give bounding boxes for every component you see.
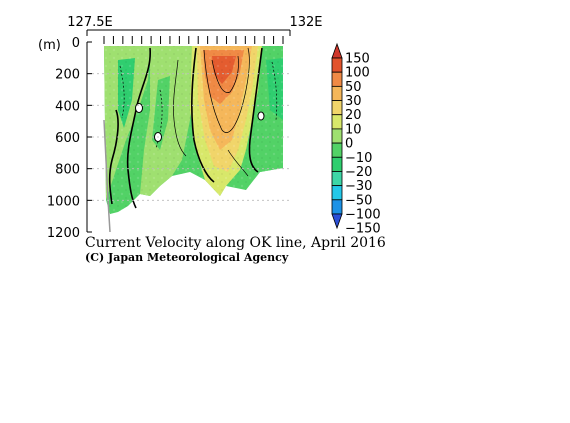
- y-tick-label: 1000: [47, 194, 80, 209]
- y-tick-label: 400: [55, 99, 80, 114]
- colorbar-bottom-triangle: [331, 213, 343, 230]
- colorbar-bin: [331, 57, 343, 73]
- y-tick-label: 0: [72, 36, 80, 51]
- colorbar-label: 100: [345, 66, 370, 81]
- colorbar-label: −100: [345, 208, 381, 223]
- velocity-field: [103, 46, 283, 232]
- colorbar-label: −30: [345, 179, 372, 194]
- y-axis-label: (m): [38, 38, 61, 53]
- colorbar-label: −20: [345, 165, 372, 180]
- y-tick-label: 1200: [47, 226, 80, 241]
- colorbar-bin: [331, 199, 343, 215]
- grid-lines: [87, 73, 290, 201]
- colorbar-label: 30: [345, 94, 362, 109]
- x-tick-label-left: 127.5E: [67, 15, 112, 30]
- chart-title: Current Velocity along OK line, April 20…: [85, 235, 386, 251]
- colorbar-label: −50: [345, 193, 372, 208]
- colorbar-label: −10: [345, 151, 372, 166]
- colorbar-label: 50: [345, 80, 362, 95]
- colorbar-bin: [331, 114, 343, 130]
- y-tick-labels: 0 200 400 600 800 1000 1200: [47, 36, 92, 241]
- colorbar-label: −150: [345, 222, 381, 237]
- y-tick-label: 600: [55, 131, 80, 146]
- colorbar-bin: [331, 142, 343, 158]
- y-tick-label: 200: [55, 68, 80, 83]
- colorbar-label: 10: [345, 122, 362, 137]
- colorbar-bin: [331, 85, 343, 101]
- colorbar-label: 150: [345, 52, 370, 67]
- colorbar-bin: [331, 100, 343, 116]
- colorbar-top-triangle: [331, 42, 343, 59]
- colorbar-bin: [331, 156, 343, 172]
- colorbar-label: 20: [345, 108, 362, 123]
- colorbar-label: 0: [345, 137, 353, 152]
- colorbar-bin: [331, 185, 343, 201]
- colorbar-bin: [331, 128, 343, 144]
- y-tick-label: 800: [55, 163, 80, 178]
- x-tick-label-right: 132E: [289, 15, 322, 30]
- colorbar-bin: [331, 71, 343, 87]
- station-marks: [103, 36, 284, 44]
- chart-subtitle: (C) Japan Meteorological Agency: [85, 251, 289, 264]
- colorbar-bin: [331, 171, 343, 187]
